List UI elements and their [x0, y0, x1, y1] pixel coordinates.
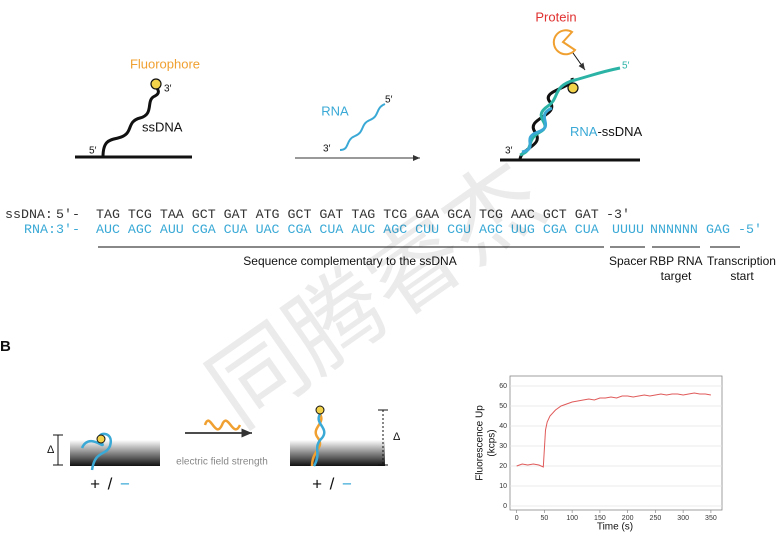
delta: Δ — [47, 444, 55, 456]
rna-sequence: RNA:3′- AUC AGC AUU CGA CUA UAC CGA CUA A… — [0, 222, 776, 237]
minus: − — [342, 474, 352, 493]
delta: Δ — [393, 431, 401, 443]
x-tick-label: 250 — [650, 515, 662, 522]
y-tick-label: 50 — [499, 403, 507, 410]
protein-label: Protein — [535, 9, 576, 24]
spacer-label: Spacer — [609, 254, 647, 268]
ssdna-sequence: ssDNA: 5′- TAG TCG TAA GCT GAT ATG GCT GAT… — [0, 207, 670, 222]
panel-b: B Δ + / − electric field strength Δ + / … — [0, 338, 401, 494]
hybrid-label: RNA-ssDNA — [570, 124, 643, 139]
rna-drawing: RNA 5′ 3′ — [295, 95, 420, 161]
slash: / — [330, 474, 335, 493]
seq-name: RNA: — [24, 222, 56, 237]
tss-label: start — [730, 269, 754, 283]
ssdna-drawing: Fluorophore 3′ ssDNA 5′ — [75, 56, 200, 159]
watermark: 同腾睿杰 — [190, 142, 562, 447]
y-axis-label: Fluorescence Up — [475, 405, 486, 481]
seq: TAG TCG TAA GCT GAT ATG GCT GAT TAG TCG … — [96, 207, 599, 222]
y-tick-label: 60 — [499, 383, 507, 390]
seq-name: ssDNA: — [5, 207, 53, 222]
hybrid-ssdna: -ssDNA — [597, 124, 642, 139]
hybrid-drawing: Protein 5′ RNA-ssDNA 3′ — [500, 9, 643, 162]
seq-end: 5′- — [56, 207, 80, 222]
prime-label: 3′ — [164, 84, 172, 95]
tss-label: Transcription — [707, 254, 776, 268]
x-tick-label: 350 — [705, 515, 717, 522]
target-label: target — [661, 269, 692, 283]
prime-label: 5′ — [385, 95, 393, 106]
sequences: ssDNA: 5′- TAG TCG TAA GCT GAT ATG GCT GAT… — [0, 207, 776, 284]
fluorophore-label: Fluorophore — [130, 56, 200, 71]
x-tick-label: 50 — [541, 515, 549, 522]
plus: + — [312, 474, 322, 493]
minus: − — [120, 474, 130, 493]
slash: / — [108, 474, 113, 493]
prime-label: 3′ — [323, 144, 331, 155]
x-tick-label: 200 — [622, 515, 634, 522]
y-axis-label: (kcps) — [487, 429, 498, 456]
y-tick-label: 10 — [499, 483, 507, 490]
x-tick-label: 150 — [594, 515, 606, 522]
target: NNNNNN — [650, 222, 698, 237]
plus: + — [90, 474, 100, 493]
seq: AUC AGC AUU CGA CUA UAC CGA CUA AUC AGC … — [96, 222, 599, 237]
y-tick-label: 30 — [499, 443, 507, 450]
prime-label: 5′ — [89, 146, 97, 157]
prime-label: 5′ — [622, 61, 630, 72]
target-label: RBP RNA — [649, 254, 702, 268]
prime-label: 3′ — [505, 146, 513, 157]
panel-letter: B — [0, 338, 11, 355]
complement-label: Sequence complementary to the ssDNA — [243, 254, 456, 268]
rna-label: RNA — [321, 103, 349, 118]
x-tick-label: 0 — [515, 515, 519, 522]
chart: Time (s) Fluorescence Up (kcps) 0 10 20 30 4… — [475, 375, 723, 533]
y-tick-label: 0 — [503, 503, 507, 510]
ssdna-label: ssDNA — [142, 119, 183, 134]
x-axis-label: Time (s) — [597, 522, 633, 533]
field-label: electric field strength — [176, 457, 268, 468]
x-tick-label: 300 — [677, 515, 689, 522]
seq-end: -5′ — [738, 222, 762, 237]
seq-end: -3′ — [606, 207, 630, 222]
seq-end: 3′- — [56, 222, 80, 237]
spacer: UUUU — [612, 222, 644, 237]
tss: GAG — [706, 222, 730, 237]
y-tick-label: 20 — [499, 463, 507, 470]
series-line — [516, 392, 711, 468]
y-tick-label: 40 — [499, 423, 507, 430]
x-tick-label: 100 — [566, 515, 578, 522]
hybrid-rna: RNA — [570, 124, 598, 139]
